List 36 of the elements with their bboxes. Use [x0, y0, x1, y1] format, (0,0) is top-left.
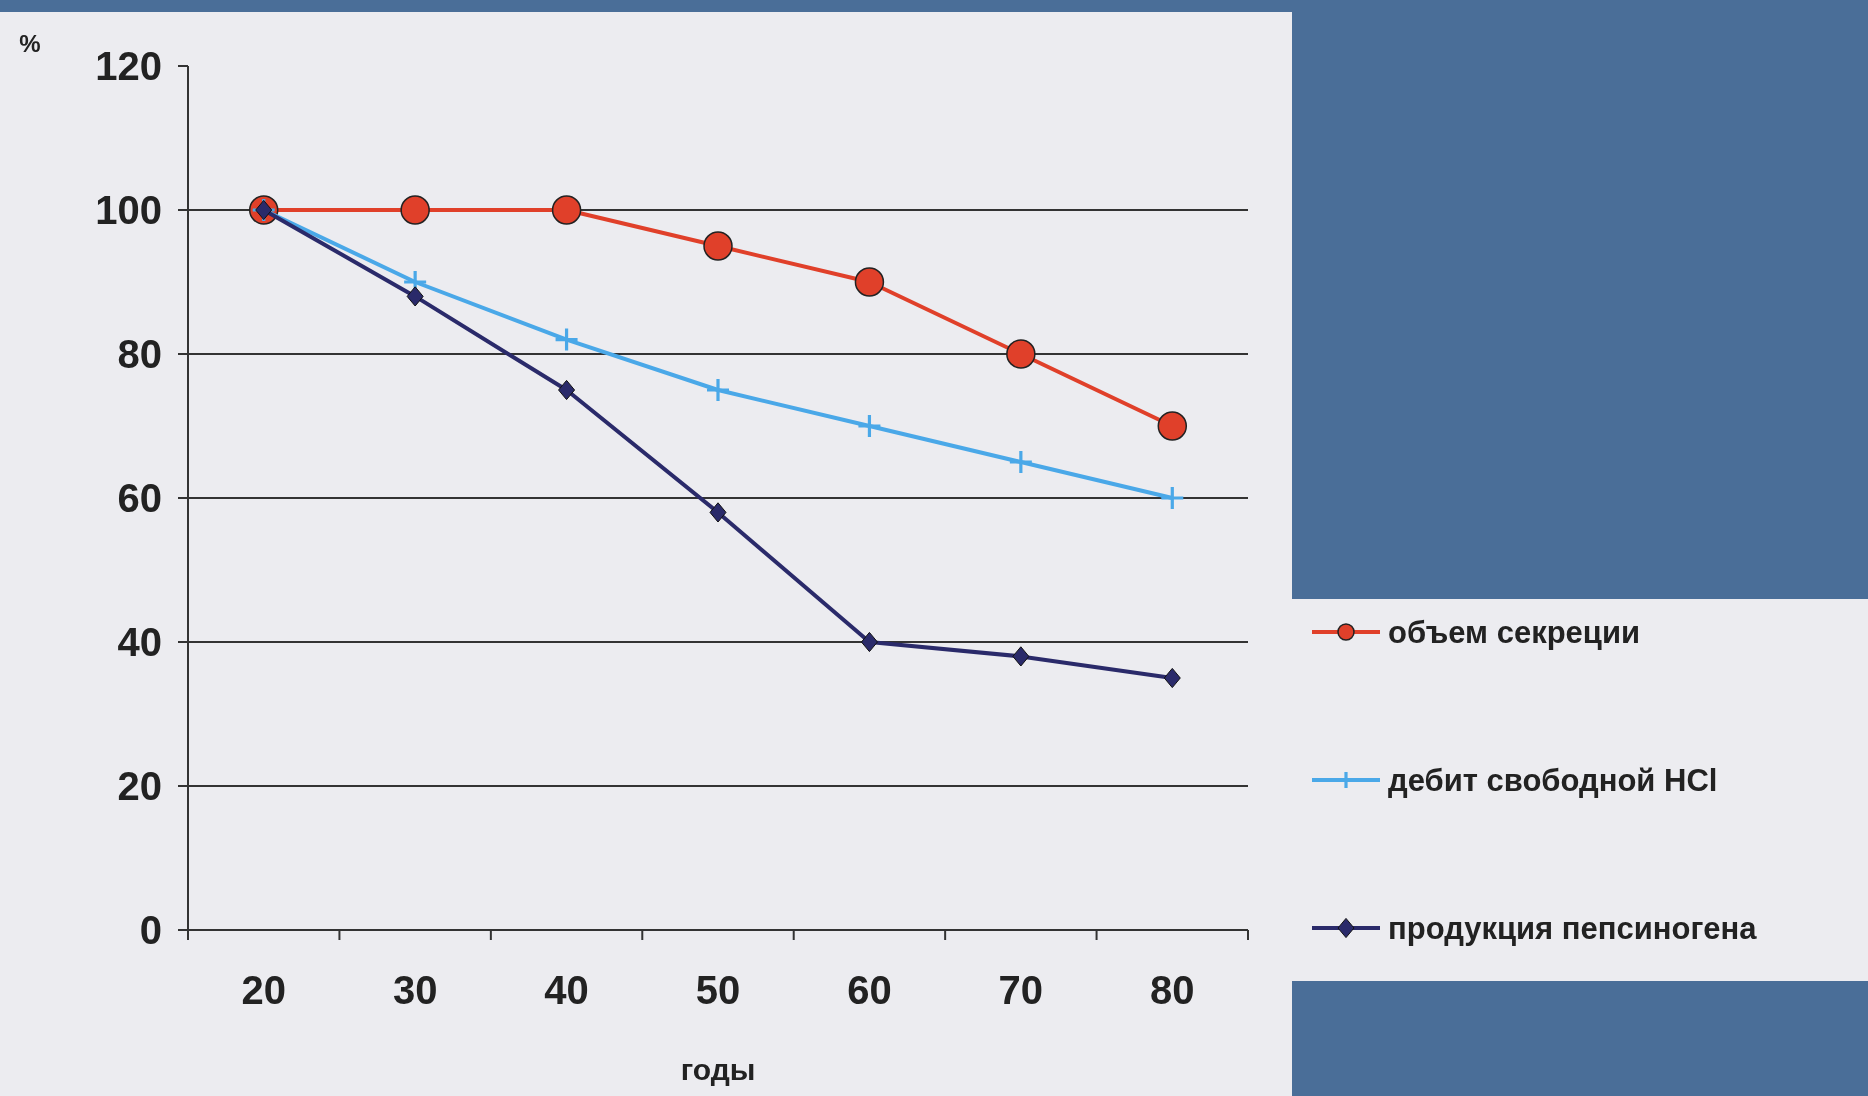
point: [1161, 487, 1184, 509]
point: [1157, 411, 1188, 441]
point: [558, 379, 576, 401]
x-tick-label: 20: [241, 968, 286, 1012]
point: [709, 502, 727, 523]
y-tick-label: 80: [117, 332, 162, 376]
point: [858, 415, 881, 437]
point: [1012, 646, 1030, 667]
x-tick-label: 50: [695, 968, 741, 1012]
y-axis-title: %: [19, 30, 41, 57]
point: [860, 631, 878, 653]
point: [1009, 451, 1032, 473]
y-tick-label: 40: [117, 620, 162, 664]
point: [854, 267, 885, 297]
y-tick-label: 20: [117, 764, 162, 808]
x-tick-label: 60: [847, 968, 892, 1012]
legend-label: дебит свободной HCl: [1388, 762, 1718, 798]
point: [703, 231, 733, 261]
point: [555, 328, 578, 351]
point: [400, 195, 430, 225]
x-tick-label: 40: [544, 968, 589, 1012]
point: [406, 286, 424, 307]
y-tick-label: 60: [117, 476, 162, 520]
y-tick-label: 100: [95, 188, 162, 232]
legend-label: объем секреции: [1388, 614, 1640, 650]
x-tick-label: 30: [392, 968, 438, 1012]
point: [707, 379, 729, 401]
legend-label: продукция пепсиногена: [1388, 910, 1758, 946]
y-tick-label: 0: [139, 908, 162, 952]
point: [551, 195, 582, 225]
x-axis-title: годы: [680, 1053, 756, 1086]
x-tick-label: 80: [1150, 968, 1195, 1012]
x-tick-label: 70: [998, 968, 1044, 1012]
point: [1163, 667, 1181, 689]
point: [1006, 339, 1036, 369]
y-tick-label: 120: [95, 44, 162, 88]
